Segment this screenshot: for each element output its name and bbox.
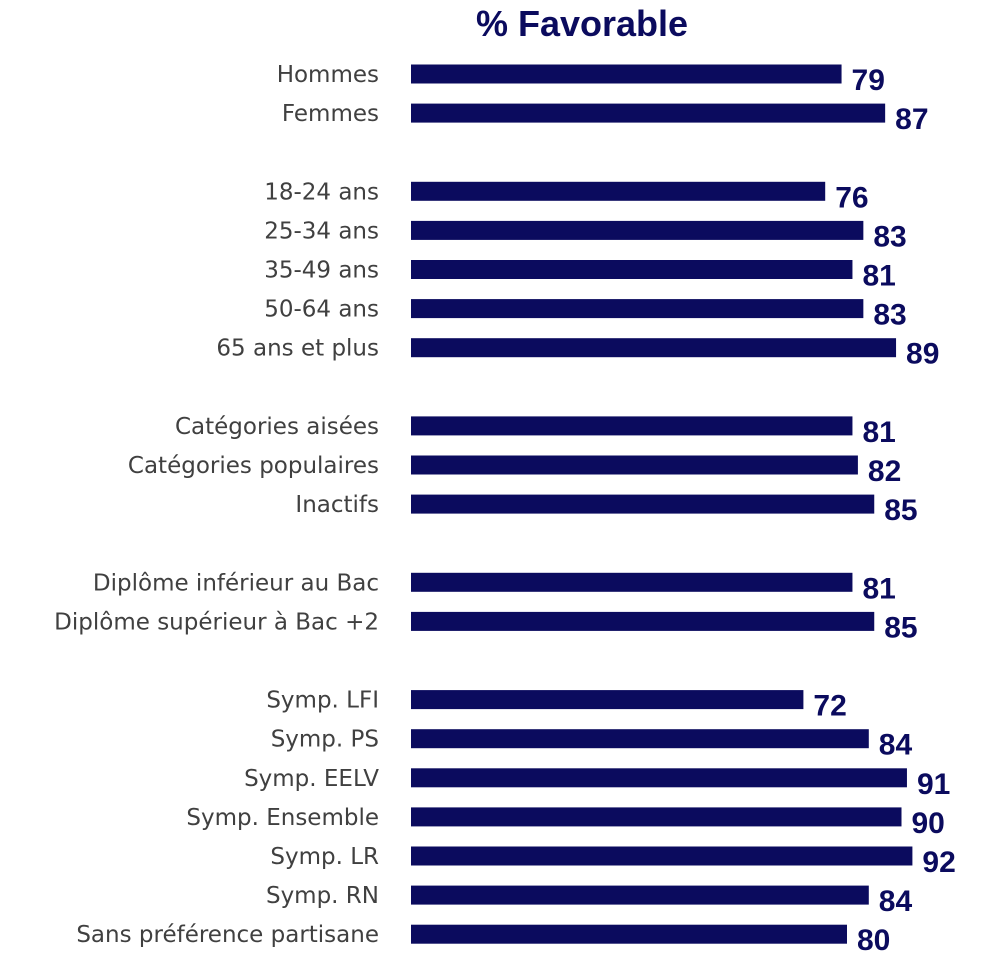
category-label: 65 ans et plus (216, 336, 379, 362)
category-label: Hommes (277, 62, 379, 88)
value-label: 92 (922, 846, 955, 879)
bar (411, 768, 907, 788)
value-label: 89 (906, 338, 939, 371)
value-label: 85 (884, 494, 917, 527)
bar (411, 494, 875, 514)
bar (411, 572, 853, 592)
category-label: 50-64 ans (264, 297, 379, 323)
category-label: Catégories aisées (175, 414, 379, 440)
value-label: 85 (884, 611, 917, 644)
bar (411, 846, 913, 866)
value-label: 82 (868, 455, 901, 488)
category-label: Diplôme supérieur à Bac +2 (54, 609, 379, 635)
bar (411, 338, 897, 358)
value-label: 84 (879, 885, 913, 918)
bar (411, 807, 902, 827)
category-label: Sans préférence partisane (76, 922, 379, 948)
category-label: Femmes (282, 101, 379, 127)
category-label: Catégories populaires (128, 453, 379, 479)
bar (411, 455, 858, 475)
bar (411, 64, 842, 84)
category-label: 35-49 ans (264, 258, 379, 284)
category-label: 18-24 ans (264, 179, 379, 205)
category-label: Symp. PS (271, 727, 379, 753)
bar (411, 729, 869, 749)
value-label: 81 (862, 260, 895, 293)
bar (411, 181, 826, 201)
value-label: 81 (862, 572, 895, 605)
value-label: 91 (917, 768, 950, 801)
category-label: Diplôme inférieur au Bac (93, 570, 379, 596)
value-label: 90 (912, 807, 945, 840)
value-label: 84 (879, 729, 913, 762)
bar (411, 299, 864, 319)
category-label: Symp. RN (266, 883, 379, 909)
value-label: 83 (873, 220, 906, 253)
bars: Hommes 79 Femmes 87 18-24 ans 76 25-34 ans 83 35… (54, 62, 956, 957)
bar (411, 103, 886, 123)
value-label: 79 (852, 64, 885, 97)
bar (411, 611, 875, 631)
value-label: 83 (873, 299, 906, 332)
category-label: Symp. Ensemble (186, 805, 379, 831)
value-label: 76 (835, 181, 868, 214)
bar (411, 260, 853, 279)
bar (411, 220, 864, 240)
value-label: 87 (895, 103, 928, 136)
category-label: Symp. EELV (244, 766, 379, 792)
category-label: Symp. LFI (266, 688, 379, 714)
bar (411, 416, 853, 436)
chart-title: % Favorable (476, 3, 688, 44)
category-label: 25-34 ans (264, 218, 379, 244)
category-label: Inactifs (295, 492, 379, 518)
bar (411, 690, 804, 710)
value-label: 80 (857, 924, 890, 957)
bar (411, 885, 869, 905)
value-label: 72 (813, 690, 846, 723)
value-label: 81 (862, 416, 895, 449)
bar (411, 924, 847, 944)
category-label: Symp. LR (270, 844, 379, 870)
